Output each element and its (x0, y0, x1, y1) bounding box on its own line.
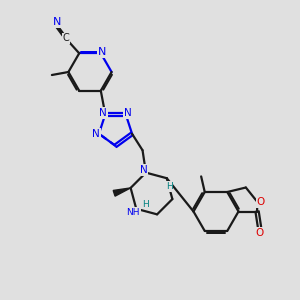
Text: O: O (255, 227, 264, 238)
Text: H: H (142, 200, 149, 209)
Text: N: N (98, 47, 106, 57)
Polygon shape (113, 188, 130, 196)
Text: NH: NH (127, 208, 140, 217)
Text: N: N (99, 108, 107, 118)
Text: N: N (52, 17, 61, 27)
Text: O: O (257, 197, 265, 207)
Text: N: N (124, 108, 132, 118)
Text: H: H (166, 182, 172, 191)
Text: C: C (62, 33, 69, 43)
Text: N: N (92, 129, 100, 139)
Text: N: N (140, 165, 147, 175)
